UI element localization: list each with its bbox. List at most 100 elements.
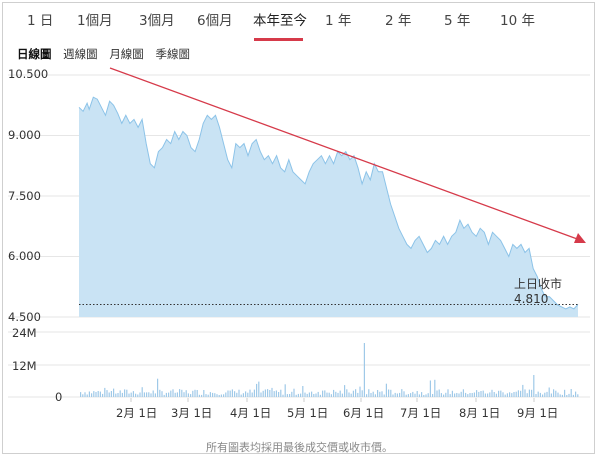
last-close-value: 4.810 [514,292,549,306]
volume-bar [306,393,308,397]
volume-bar [388,389,390,397]
volume-bar [535,394,537,397]
tab-3m[interactable]: 3個月 [139,13,175,29]
volume-bar [416,391,418,397]
volume-bar [513,392,515,397]
volume-bar [482,390,484,397]
volume-bar [247,392,249,397]
tab-2y[interactable]: 2 年 [385,13,412,29]
volume-bar [207,394,209,397]
volume-bar [225,392,227,397]
volume-bar [555,390,557,397]
volume-bar [258,381,260,397]
volume-bar [284,384,286,397]
last-close-label: 上日收市 [514,277,563,291]
volume-bar [220,394,222,397]
tab-5y[interactable]: 5 年 [444,13,471,29]
volume-bar [154,393,156,397]
volume-bar [198,394,200,397]
volume-bar [392,394,394,397]
volume-bar [187,393,189,397]
volume-bar [97,391,99,397]
volume-bar [357,392,359,397]
volume-bar [282,394,284,397]
volume-bar [432,394,434,397]
chart-footnote: 所有圖表均採用最後成交價或收市價。 [206,441,393,454]
volume-bar [557,392,559,397]
subtab-quarterly[interactable]: 季線圖 [155,47,190,61]
volume-bar [531,389,533,397]
volume-bar [359,386,361,397]
volume-bar [337,392,339,397]
volume-bar [234,391,236,397]
volume-bar [447,389,449,397]
volume-bar [126,389,128,397]
tab-6m[interactable]: 6個月 [197,13,233,29]
volume-bar [196,390,198,397]
volume-bar [216,394,218,397]
volume-bar [374,394,376,397]
volume-bar [201,394,203,397]
volume-bar [533,375,535,397]
y-tick-label: 7.500 [8,189,41,203]
volume-bar [491,389,493,397]
volume-bar [476,390,478,397]
volume-bar [465,392,467,397]
volume-bar [548,387,550,397]
volume-bar [273,391,275,397]
volume-bar [152,390,154,397]
volume-bar [260,392,262,397]
volume-bar [315,393,317,397]
volume-bar [423,395,425,397]
volume-bar [324,390,326,397]
tab-1m[interactable]: 1個月 [77,13,113,29]
x-tick-label: 4月 1日 [230,406,272,420]
volume-bar [350,393,352,397]
volume-bar [322,390,324,397]
tab-ytd[interactable]: 本年至今 [253,13,307,29]
volume-bar [328,392,330,397]
chart-frame [2,2,595,454]
tab-10y[interactable]: 10 年 [500,13,535,29]
subtab-daily[interactable]: 日線圖 [17,47,52,61]
volume-bar [238,389,240,397]
volume-bar [454,393,456,397]
volume-bar [478,391,480,397]
volume-bar [91,393,93,397]
y-tick-label: 10.500 [8,67,49,81]
volume-bar [471,393,473,397]
volume-bar [467,394,469,397]
volume-bar [456,393,458,397]
x-tick-label: 9月 1日 [517,406,559,420]
volume-bar [498,390,500,397]
volume-bar [333,389,335,397]
volume-tick-label: 12M [12,359,37,373]
volume-bar [462,389,464,397]
volume-bar [194,389,196,397]
tab-1d[interactable]: 1 日 [27,13,54,29]
volume-bar [205,394,207,397]
volume-bar [229,390,231,397]
subtab-monthly[interactable]: 月線圖 [109,47,144,61]
x-tick-label: 3月 1日 [171,406,213,420]
volume-bar [361,390,363,397]
volume-bar [399,392,401,397]
volume-bar [179,389,181,397]
volume-bar [339,390,341,397]
volume-tick-label: 24M [12,326,37,340]
tab-1y[interactable]: 1 年 [325,13,352,29]
volume-bar [192,390,194,397]
volume-bar [110,391,112,397]
volume-bar [489,392,491,397]
volume-bar [515,391,517,397]
volume-bar [341,393,343,397]
volume-bar [240,394,242,397]
subtab-weekly[interactable]: 週線圖 [63,47,98,61]
volume-bar [93,391,95,397]
volume-bar [443,394,445,397]
volume-bar [561,394,563,397]
volume-bar [317,391,319,397]
volume-bar [427,393,429,397]
volume-bar [163,394,165,397]
volume-bar [564,389,566,397]
